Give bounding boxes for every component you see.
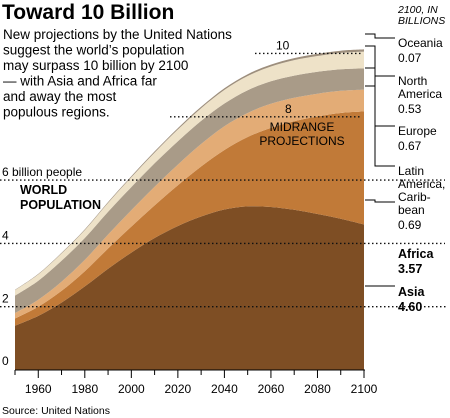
leader-europe — [365, 67, 395, 127]
chart-description: may surpass 10 billion by 2100 — [3, 58, 188, 73]
x-tick-label: 1980 — [71, 382, 98, 396]
y-tick-label: 2 — [2, 292, 9, 306]
leader-north-america — [365, 45, 395, 77]
units-label: 2100, IN — [397, 4, 438, 16]
legend-name-latin-america-carib-bean: Carib- — [398, 190, 431, 204]
legend-name-africa: Africa — [398, 247, 434, 261]
legend-name-asia: Asia — [398, 285, 425, 299]
leader-africa — [365, 199, 395, 203]
stacked-area-series — [15, 49, 364, 370]
legend-name-latin-america-carib-bean: bean — [398, 203, 425, 217]
chart-title: Toward 10 Billion — [2, 1, 174, 24]
chart-description: suggest the world’s population — [3, 43, 184, 58]
legend-value-north-america: 0.53 — [398, 102, 422, 116]
legend-name-north-america: North — [398, 74, 427, 88]
legend-name-latin-america-carib-bean: Latin — [398, 164, 424, 178]
source-note: Source: United Nations — [2, 405, 110, 417]
legend-name-north-america: America — [398, 87, 442, 101]
y-tick-label: 6 billion people — [2, 165, 82, 179]
area-europe — [15, 68, 364, 314]
area-latin-america-carib-bean — [15, 89, 364, 319]
legend-value-europe: 0.67 — [398, 139, 422, 153]
legend-name-oceania: Oceania — [398, 36, 443, 50]
y-tick-label: 10 — [276, 38, 290, 52]
legend-name-latin-america-carib-bean: America, — [398, 177, 445, 191]
y-tick-label: 4 — [2, 228, 9, 242]
legend-leader-lines — [365, 33, 395, 287]
x-tick-label: 2040 — [211, 382, 238, 396]
x-tick-label: 2060 — [258, 382, 285, 396]
legend-name-europe: Europe — [398, 124, 437, 138]
units-label: BILLIONS — [398, 15, 445, 27]
x-axis: 1960 1980 2000 2020 2040 2060 2080 2100 — [14, 369, 378, 396]
legend-value-latin-america-carib-bean: 0.69 — [398, 218, 422, 232]
x-tick-label: 2100 — [351, 382, 378, 396]
chart-text: Toward 10 Billion New projections by the … — [2, 1, 445, 417]
projection-label: MIDRANGE — [270, 120, 335, 134]
legend-value-asia: 4.60 — [398, 300, 422, 314]
chart-description: and away the most — [3, 89, 117, 104]
x-tick-label: 2080 — [304, 382, 331, 396]
legend-value-africa: 3.57 — [398, 262, 422, 276]
x-tick-label: 2020 — [165, 382, 192, 396]
leader-oceania — [365, 33, 395, 39]
projection-label: PROJECTIONS — [259, 134, 344, 148]
y-axis-title: POPULATION — [20, 198, 101, 212]
area-asia — [15, 206, 364, 370]
y-tick-label: 8 — [285, 102, 292, 116]
area-north-america — [15, 51, 364, 296]
x-tick-label: 1960 — [25, 382, 52, 396]
chart-description: New projections by the United Nations — [3, 27, 232, 42]
x-tick-label: 2000 — [118, 382, 145, 396]
leader-latin-america-carib-bean — [365, 85, 395, 167]
legend-value-oceania: 0.07 — [398, 51, 422, 65]
chart-description: — with Asia and Africa far — [3, 74, 157, 89]
y-axis-labels: 0 2 4 6 billion people 8 10 — [2, 38, 292, 368]
dotted-reference-lines — [0, 52, 448, 308]
area-africa — [15, 111, 364, 326]
y-tick-label: 0 — [2, 354, 9, 368]
chart-description: populous regions. — [3, 105, 110, 120]
y-axis-title: WORLD — [20, 183, 67, 197]
